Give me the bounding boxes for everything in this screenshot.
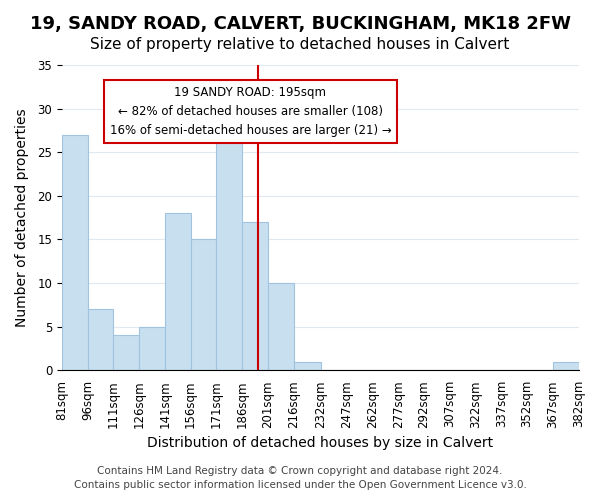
Bar bbox=[62, 135, 88, 370]
Bar bbox=[242, 222, 268, 370]
Y-axis label: Number of detached properties: Number of detached properties bbox=[15, 108, 29, 327]
Bar bbox=[88, 310, 113, 370]
Text: 19 SANDY ROAD: 195sqm
← 82% of detached houses are smaller (108)
16% of semi-det: 19 SANDY ROAD: 195sqm ← 82% of detached … bbox=[110, 86, 391, 138]
Bar bbox=[553, 362, 578, 370]
Bar bbox=[113, 336, 139, 370]
Text: Contains HM Land Registry data © Crown copyright and database right 2024.
Contai: Contains HM Land Registry data © Crown c… bbox=[74, 466, 526, 490]
Bar bbox=[217, 135, 242, 370]
Bar bbox=[191, 240, 217, 370]
Bar bbox=[268, 283, 293, 370]
Bar bbox=[293, 362, 321, 370]
Text: Size of property relative to detached houses in Calvert: Size of property relative to detached ho… bbox=[91, 38, 509, 52]
Bar bbox=[165, 214, 191, 370]
Bar bbox=[139, 326, 165, 370]
X-axis label: Distribution of detached houses by size in Calvert: Distribution of detached houses by size … bbox=[147, 436, 493, 450]
Text: 19, SANDY ROAD, CALVERT, BUCKINGHAM, MK18 2FW: 19, SANDY ROAD, CALVERT, BUCKINGHAM, MK1… bbox=[29, 15, 571, 33]
